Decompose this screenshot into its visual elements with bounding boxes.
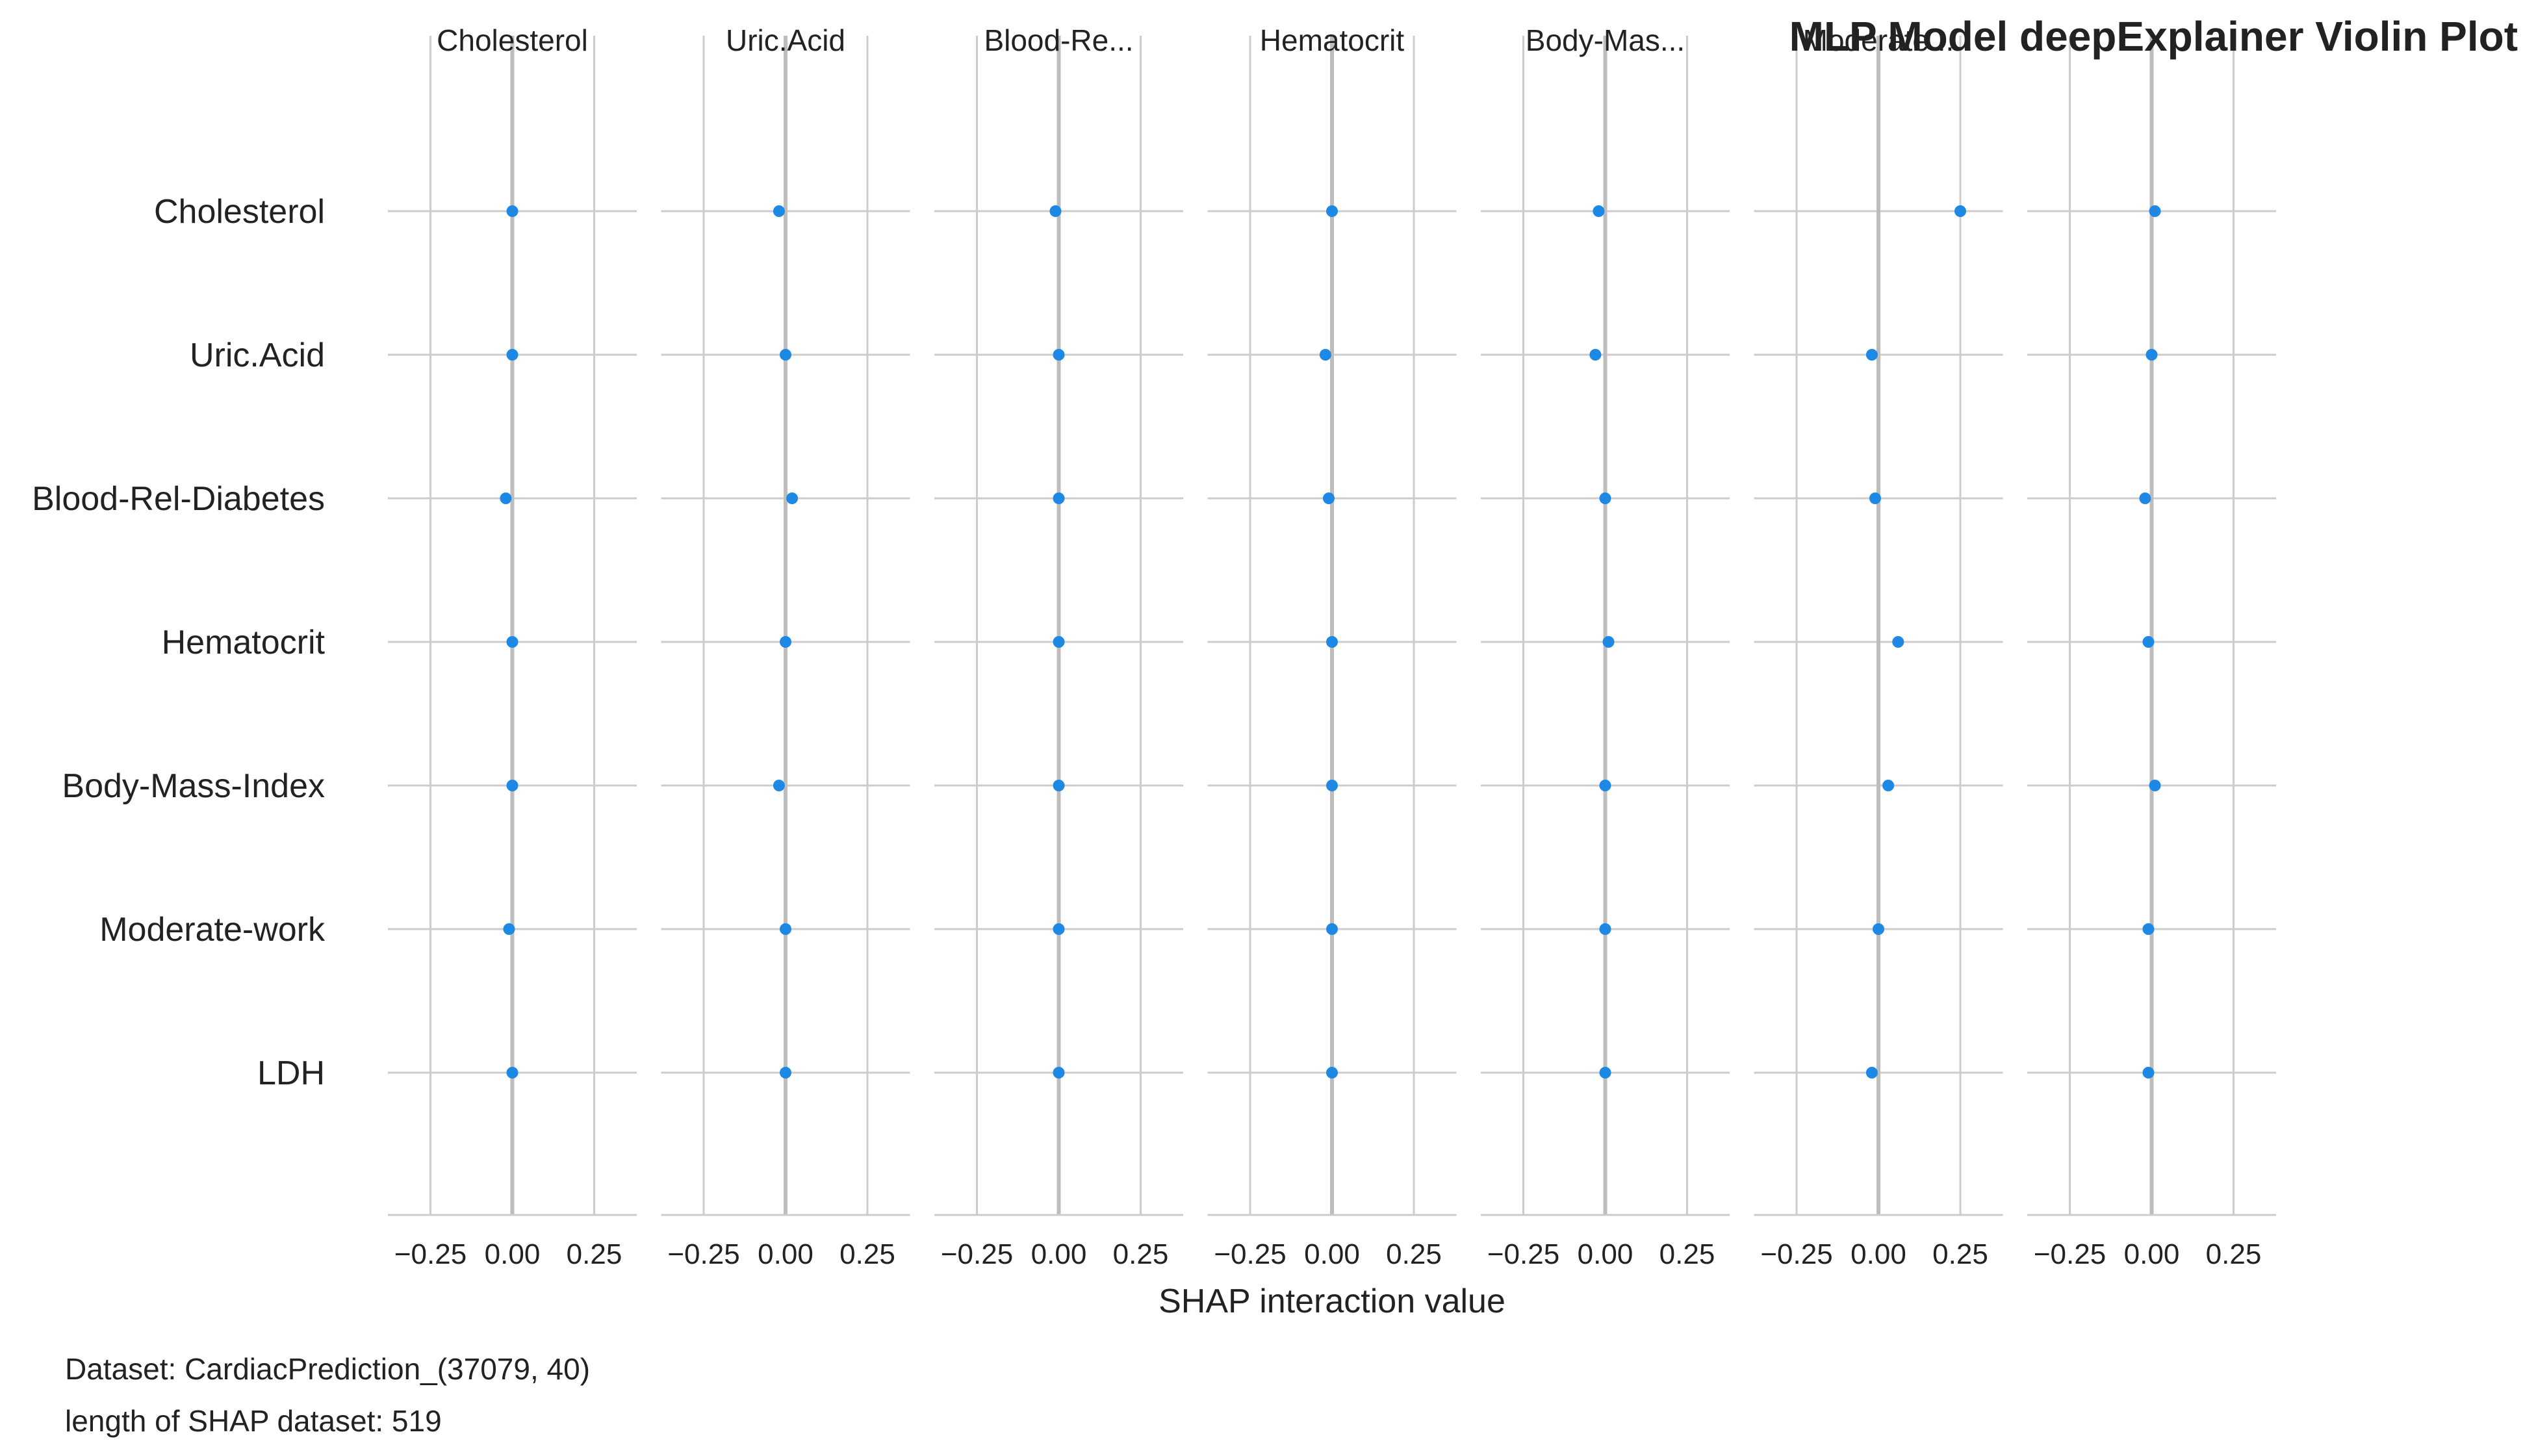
- x-axis-label: SHAP interaction value: [1159, 1283, 1505, 1320]
- x-tick-label: 0.25: [2206, 1238, 2262, 1270]
- data-point: [2142, 636, 2155, 648]
- data-point: [1599, 923, 1611, 935]
- row-label: Moderate-work: [99, 911, 326, 949]
- data-point: [1873, 923, 1884, 935]
- data-point: [1892, 636, 1904, 648]
- row-label: LDH: [257, 1054, 325, 1092]
- x-tick-label: −0.25: [1760, 1238, 1832, 1270]
- data-point: [1869, 492, 1881, 504]
- data-point: [1599, 1067, 1611, 1079]
- x-tick-label: −0.25: [1214, 1238, 1286, 1270]
- data-point: [773, 780, 785, 791]
- x-tick-label: 0.00: [2124, 1238, 2180, 1270]
- column-header: Uric.Acid: [726, 23, 845, 57]
- data-point: [780, 923, 791, 935]
- data-point: [1865, 1067, 1878, 1079]
- data-point: [506, 636, 519, 648]
- data-point: [1326, 780, 1338, 791]
- data-point: [1882, 780, 1895, 791]
- data-point: [1053, 636, 1065, 648]
- x-tick-label: 0.25: [1932, 1238, 1988, 1270]
- data-point: [2145, 349, 2158, 361]
- data-point: [1602, 636, 1615, 648]
- data-point: [780, 349, 791, 361]
- x-tick-label: 0.25: [1113, 1238, 1169, 1270]
- data-point: [773, 205, 785, 217]
- x-tick-label: 0.00: [1304, 1238, 1360, 1270]
- data-point: [1053, 1067, 1065, 1079]
- x-tick-label: 0.25: [567, 1238, 622, 1270]
- data-point: [1865, 349, 1878, 361]
- dataset-note: Dataset: CardiacPrediction_(37079, 40): [65, 1352, 591, 1386]
- data-point: [1326, 205, 1338, 217]
- column-header: Hematocrit: [1260, 23, 1405, 57]
- data-point: [1589, 349, 1602, 361]
- x-tick-label: −0.25: [941, 1238, 1013, 1270]
- chart-title: MLP Model deepExplainer Violin Plot: [1789, 13, 2518, 60]
- data-point: [1326, 923, 1338, 935]
- x-tick-label: −0.25: [667, 1238, 739, 1270]
- x-tick-label: 0.25: [839, 1238, 895, 1270]
- row-label: Blood-Rel-Diabetes: [32, 480, 325, 518]
- data-point: [1326, 1067, 1338, 1079]
- x-tick-label: 0.00: [1031, 1238, 1087, 1270]
- x-tick-label: 0.25: [1386, 1238, 1442, 1270]
- row-label: Uric.Acid: [190, 337, 325, 374]
- data-point: [503, 923, 515, 935]
- data-point: [2142, 923, 2155, 935]
- x-tick-label: 0.00: [1851, 1238, 1906, 1270]
- data-point: [786, 492, 799, 504]
- row-label: Body-Mass-Index: [62, 767, 325, 805]
- data-point: [1954, 205, 1966, 217]
- data-point: [1326, 636, 1338, 648]
- column-header: Cholesterol: [437, 23, 588, 57]
- data-point: [1053, 780, 1065, 791]
- data-point: [1322, 492, 1335, 504]
- x-tick-label: −0.25: [2034, 1238, 2106, 1270]
- data-point: [1319, 349, 1331, 361]
- data-point: [2149, 205, 2161, 217]
- data-point: [1593, 205, 1605, 217]
- data-point: [2142, 1067, 2155, 1079]
- data-point: [506, 205, 519, 217]
- data-point: [780, 636, 791, 648]
- x-tick-label: 0.00: [485, 1238, 541, 1270]
- data-point: [1053, 923, 1065, 935]
- x-tick-label: −0.25: [394, 1238, 467, 1270]
- data-point: [2139, 492, 2151, 504]
- column-header: Body-Mas...: [1526, 23, 1685, 57]
- data-point: [1053, 492, 1065, 504]
- data-point: [1053, 349, 1065, 361]
- data-point: [506, 780, 519, 791]
- data-point: [500, 492, 512, 504]
- x-tick-label: 0.00: [1578, 1238, 1633, 1270]
- column-header: Blood-Re...: [984, 23, 1133, 57]
- shap-length-note: length of SHAP dataset: 519: [65, 1404, 442, 1438]
- data-point: [506, 1067, 519, 1079]
- data-point: [2149, 780, 2161, 791]
- data-point: [1049, 205, 1062, 217]
- data-point: [506, 349, 519, 361]
- data-point: [1599, 492, 1611, 504]
- x-tick-label: 0.25: [1659, 1238, 1715, 1270]
- column-header: Moderate...: [1803, 23, 1954, 57]
- row-label: Hematocrit: [162, 624, 326, 661]
- data-point: [1599, 780, 1611, 791]
- data-point: [780, 1067, 791, 1079]
- row-label: Cholesterol: [154, 193, 325, 231]
- x-tick-label: 0.00: [758, 1238, 813, 1270]
- x-tick-label: −0.25: [1487, 1238, 1559, 1270]
